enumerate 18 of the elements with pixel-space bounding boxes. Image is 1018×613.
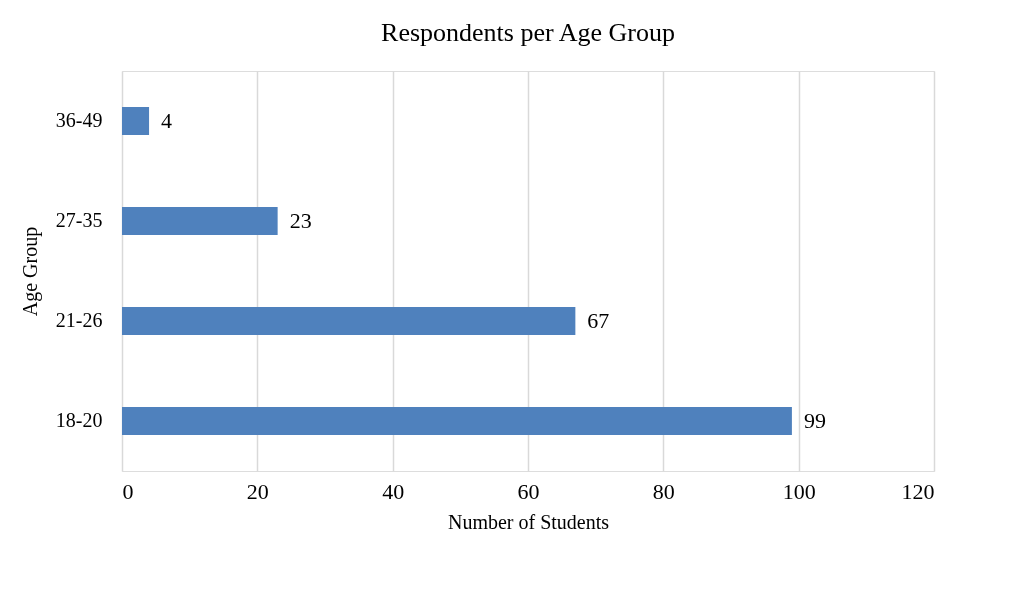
x-tick-label: 80 — [652, 478, 675, 504]
data-label: 67 — [587, 308, 610, 333]
y-tick-label: 27-35 — [55, 209, 103, 231]
x-tick-label: 60 — [517, 478, 540, 504]
x-tick-label: 100 — [782, 478, 816, 504]
x-axis-title: Number of Students — [447, 510, 610, 533]
data-label: 23 — [289, 208, 312, 233]
x-tick-label: 20 — [246, 478, 269, 504]
x-tick-label: 120 — [901, 478, 935, 504]
y-tick-label: 36-49 — [55, 109, 103, 131]
x-tick-label: 40 — [382, 478, 405, 504]
x-tick-label: 0 — [122, 478, 134, 504]
chart-title: Respondents per Age Group — [381, 18, 675, 47]
y-axis-title: Age Group — [18, 226, 42, 317]
y-tick-label: 18-20 — [55, 409, 103, 431]
data-label: 99 — [803, 408, 826, 433]
data-label: 4 — [161, 108, 173, 133]
y-tick-label: 21-26 — [55, 309, 103, 331]
